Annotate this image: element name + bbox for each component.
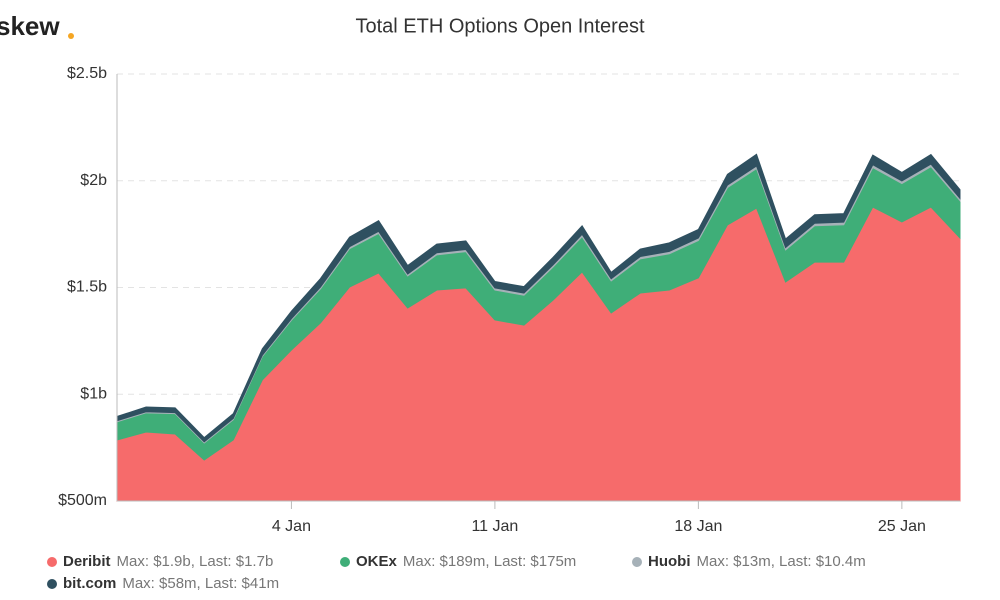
x-tick-label: 4 Jan [272,518,311,535]
legend-marker [47,579,57,589]
legend-summary: Max: $1.9b, Last: $1.7b [117,553,274,570]
y-tick-label: $2.5b [67,65,107,82]
legend-marker [47,557,57,567]
x-tick-label: 25 Jan [878,518,926,535]
y-tick-label: $500m [58,492,107,509]
legend-name: bit.com [63,575,116,592]
legend-marker [632,557,642,567]
y-tick-label: $2b [80,172,107,189]
legend-summary: Max: $189m, Last: $175m [403,553,576,570]
x-tick-label: 11 Jan [471,518,518,535]
legend-summary: Max: $58m, Last: $41m [122,575,279,592]
x-tick-label: 18 Jan [674,518,722,535]
legend-name: OKEx [356,553,398,570]
logo-dot [68,33,74,39]
legend-summary: Max: $13m, Last: $10.4m [697,553,866,570]
y-tick-label: $1b [80,385,107,402]
y-tick-label: $1.5b [67,279,107,296]
logo: skew [0,11,60,41]
area [116,153,961,443]
chart-title: Total ETH Options Open Interest [355,15,644,37]
legend-marker [340,557,350,567]
legend-name: Huobi [648,553,691,570]
legend-name: Deribit [63,553,111,570]
